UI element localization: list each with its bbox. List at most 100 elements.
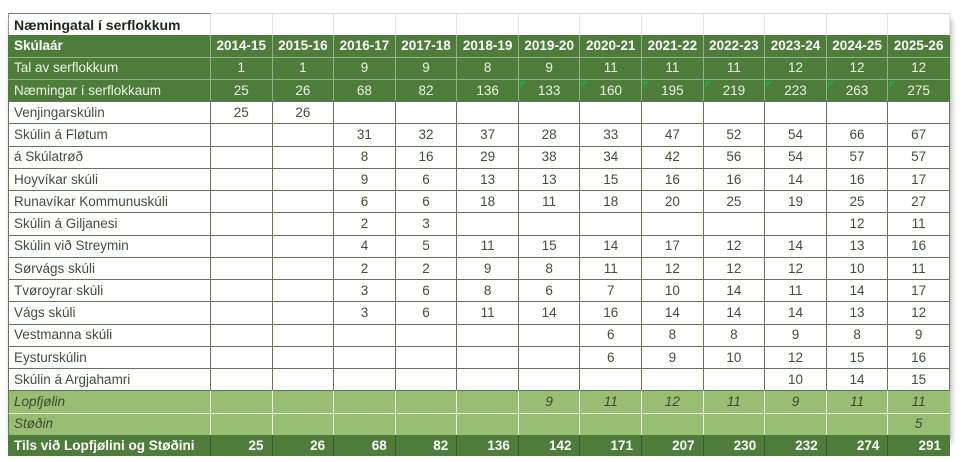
value-cell[interactable]: 33 bbox=[580, 123, 643, 146]
value-cell[interactable] bbox=[395, 412, 458, 435]
value-cell[interactable]: 6 bbox=[518, 279, 581, 302]
value-cell[interactable]: 56 bbox=[703, 145, 766, 168]
value-cell[interactable]: 133 bbox=[518, 78, 581, 101]
value-cell[interactable]: 14 bbox=[826, 368, 889, 391]
value-cell[interactable]: 6 bbox=[395, 167, 458, 190]
row-label-cell[interactable]: Tvøroyrar skúli bbox=[8, 279, 211, 302]
row-label-cell[interactable]: Vágs skúli bbox=[8, 301, 211, 324]
value-cell[interactable]: 4 bbox=[334, 234, 396, 257]
value-cell[interactable]: 2 bbox=[334, 212, 396, 235]
value-cell[interactable] bbox=[580, 368, 643, 391]
value-cell[interactable]: 17 bbox=[642, 234, 704, 257]
value-cell[interactable]: 2 bbox=[334, 256, 396, 279]
value-cell[interactable]: 263 bbox=[826, 78, 889, 101]
value-cell[interactable]: 8 bbox=[457, 279, 519, 302]
value-cell[interactable]: 9 bbox=[765, 323, 827, 346]
value-cell[interactable] bbox=[703, 101, 766, 124]
value-cell[interactable] bbox=[826, 412, 889, 435]
value-cell[interactable]: 6 bbox=[395, 301, 458, 324]
value-cell[interactable]: 11 bbox=[580, 256, 643, 279]
value-cell[interactable] bbox=[272, 256, 335, 279]
empty-cell[interactable] bbox=[826, 13, 889, 36]
value-cell[interactable]: 6 bbox=[334, 190, 396, 213]
value-cell[interactable]: 6 bbox=[580, 345, 643, 368]
empty-cell[interactable] bbox=[211, 13, 273, 36]
value-cell[interactable]: 12 bbox=[826, 212, 889, 235]
value-cell[interactable]: 13 bbox=[826, 234, 889, 257]
value-cell[interactable] bbox=[518, 101, 581, 124]
value-cell[interactable] bbox=[334, 345, 396, 368]
value-cell[interactable] bbox=[334, 368, 396, 391]
total-value-cell[interactable]: 25 bbox=[211, 434, 273, 456]
value-cell[interactable]: 11 bbox=[457, 234, 519, 257]
value-cell[interactable] bbox=[211, 190, 273, 213]
value-cell[interactable]: 219 bbox=[703, 78, 766, 101]
value-cell[interactable] bbox=[457, 345, 519, 368]
value-cell[interactable]: 14 bbox=[826, 279, 889, 302]
value-cell[interactable]: 11 bbox=[888, 256, 950, 279]
value-cell[interactable]: 34 bbox=[580, 145, 643, 168]
value-cell[interactable]: 8 bbox=[826, 323, 889, 346]
total-value-cell[interactable]: 171 bbox=[580, 434, 643, 456]
value-cell[interactable]: 26 bbox=[272, 101, 335, 124]
value-cell[interactable]: 2 bbox=[395, 256, 458, 279]
value-cell[interactable] bbox=[211, 167, 273, 190]
value-cell[interactable]: 9 bbox=[457, 256, 519, 279]
empty-cell[interactable] bbox=[457, 13, 519, 36]
empty-cell[interactable] bbox=[642, 13, 704, 36]
year-header-cell[interactable]: 2014-15 bbox=[211, 35, 273, 57]
year-header-cell[interactable]: 2025-26 bbox=[888, 35, 950, 57]
value-cell[interactable]: 8 bbox=[334, 145, 396, 168]
row-label-cell[interactable]: Skúlin við Streymin bbox=[8, 234, 211, 257]
value-cell[interactable]: 16 bbox=[580, 301, 643, 324]
value-cell[interactable]: 10 bbox=[703, 345, 766, 368]
value-cell[interactable]: 11 bbox=[642, 56, 704, 79]
value-cell[interactable]: 13 bbox=[518, 167, 581, 190]
value-cell[interactable]: 19 bbox=[765, 190, 827, 213]
value-cell[interactable] bbox=[272, 190, 335, 213]
value-cell[interactable]: 12 bbox=[765, 56, 827, 79]
value-cell[interactable]: 14 bbox=[765, 301, 827, 324]
year-header-cell[interactable]: 2023-24 bbox=[765, 35, 827, 57]
value-cell[interactable]: 10 bbox=[826, 256, 889, 279]
year-header-cell[interactable]: 2020-21 bbox=[580, 35, 643, 57]
value-cell[interactable]: 42 bbox=[642, 145, 704, 168]
total-value-cell[interactable]: 68 bbox=[334, 434, 396, 456]
value-cell[interactable]: 12 bbox=[703, 234, 766, 257]
value-cell[interactable] bbox=[334, 101, 396, 124]
value-cell[interactable] bbox=[642, 368, 704, 391]
value-cell[interactable] bbox=[211, 390, 273, 413]
value-cell[interactable]: 1 bbox=[211, 56, 273, 79]
value-cell[interactable]: 17 bbox=[888, 279, 950, 302]
value-cell[interactable] bbox=[580, 412, 643, 435]
total-value-cell[interactable]: 26 bbox=[272, 434, 335, 456]
row-label-cell[interactable]: Skúlin á Argjahamri bbox=[8, 368, 211, 391]
value-cell[interactable] bbox=[211, 323, 273, 346]
row-label-cell[interactable]: Vestmanna skúli bbox=[8, 323, 211, 346]
value-cell[interactable] bbox=[703, 368, 766, 391]
value-cell[interactable] bbox=[457, 323, 519, 346]
year-header-cell[interactable]: 2022-23 bbox=[703, 35, 766, 57]
value-cell[interactable]: 16 bbox=[826, 167, 889, 190]
value-cell[interactable]: 25 bbox=[211, 101, 273, 124]
row-label-cell[interactable]: Sørvágs skúli bbox=[8, 256, 211, 279]
value-cell[interactable]: 12 bbox=[765, 256, 827, 279]
value-cell[interactable]: 26 bbox=[272, 78, 335, 101]
value-cell[interactable]: 9 bbox=[888, 323, 950, 346]
row-label-cell[interactable]: Skúlin á Fløtum bbox=[8, 123, 211, 146]
value-cell[interactable]: 25 bbox=[211, 78, 273, 101]
value-cell[interactable] bbox=[642, 101, 704, 124]
value-cell[interactable] bbox=[395, 345, 458, 368]
value-cell[interactable] bbox=[272, 323, 335, 346]
value-cell[interactable]: 11 bbox=[580, 56, 643, 79]
row-label-cell[interactable]: Venjingarskúlin bbox=[8, 101, 211, 124]
value-cell[interactable] bbox=[580, 101, 643, 124]
value-cell[interactable]: 223 bbox=[765, 78, 827, 101]
row-label-cell[interactable]: á Skúlatrøð bbox=[8, 145, 211, 168]
value-cell[interactable] bbox=[272, 390, 335, 413]
value-cell[interactable]: 54 bbox=[765, 123, 827, 146]
value-cell[interactable] bbox=[272, 123, 335, 146]
value-cell[interactable]: 67 bbox=[888, 123, 950, 146]
value-cell[interactable] bbox=[211, 145, 273, 168]
value-cell[interactable]: 14 bbox=[642, 301, 704, 324]
